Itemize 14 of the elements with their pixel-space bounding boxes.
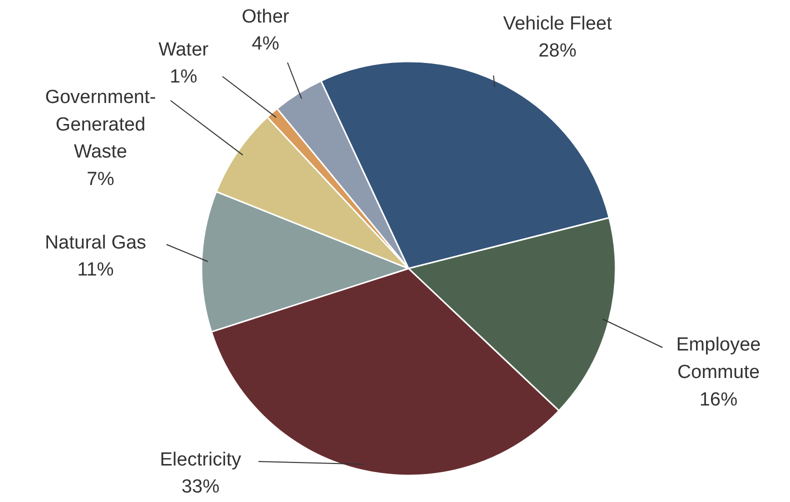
slice-label: Employee Commute xyxy=(676,334,761,383)
data-label: 1% xyxy=(170,66,198,88)
slice-label: Other xyxy=(242,6,290,28)
slice-label: Water xyxy=(158,39,210,60)
data-label: 4% xyxy=(252,34,280,55)
slice-label: Electricity xyxy=(160,449,242,470)
data-label: 7% xyxy=(86,168,114,190)
data-label: 28% xyxy=(538,40,577,62)
slice-label: Vehicle Fleet xyxy=(503,13,613,34)
slice-label: Natural Gas xyxy=(44,232,146,254)
slice-label: Government- Generated Waste xyxy=(45,87,156,163)
data-label: 11% xyxy=(77,260,114,281)
data-label: 33% xyxy=(181,476,220,498)
data-label: 16% xyxy=(699,389,738,410)
